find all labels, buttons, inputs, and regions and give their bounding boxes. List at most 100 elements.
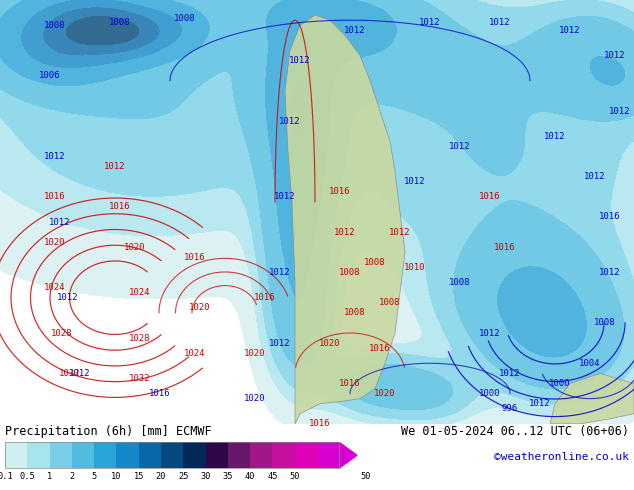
Text: 10: 10 xyxy=(111,472,122,481)
Text: 1020: 1020 xyxy=(244,394,266,403)
Text: 1020: 1020 xyxy=(44,238,66,246)
Text: 1020: 1020 xyxy=(244,349,266,358)
Text: 1: 1 xyxy=(47,472,52,481)
Text: 1008: 1008 xyxy=(339,268,361,277)
Text: 0.1: 0.1 xyxy=(0,472,13,481)
Text: 1012: 1012 xyxy=(104,162,126,171)
Text: 1020: 1020 xyxy=(124,243,146,252)
Text: 1016: 1016 xyxy=(329,187,351,196)
Text: 1028: 1028 xyxy=(129,334,151,343)
Text: 1008: 1008 xyxy=(44,21,66,30)
Text: 20: 20 xyxy=(156,472,166,481)
Text: 1012: 1012 xyxy=(544,132,566,141)
Bar xyxy=(250,442,273,468)
Text: 1016: 1016 xyxy=(254,293,276,302)
Text: 5: 5 xyxy=(91,472,97,481)
Text: 50: 50 xyxy=(360,472,371,481)
Bar xyxy=(49,442,72,468)
Text: 1032: 1032 xyxy=(129,374,151,383)
Text: 1016: 1016 xyxy=(184,253,206,262)
Text: 1012: 1012 xyxy=(479,328,501,338)
Text: 0.5: 0.5 xyxy=(20,472,36,481)
Text: We 01-05-2024 06..12 UTC (06+06): We 01-05-2024 06..12 UTC (06+06) xyxy=(401,425,629,438)
Text: 30: 30 xyxy=(200,472,210,481)
Text: 1012: 1012 xyxy=(559,26,581,35)
Text: 1012: 1012 xyxy=(404,177,426,186)
Text: 1012: 1012 xyxy=(419,18,441,26)
Text: 1010: 1010 xyxy=(404,263,426,272)
Bar xyxy=(317,442,339,468)
Bar xyxy=(228,442,250,468)
Text: 1012: 1012 xyxy=(269,268,291,277)
Text: 1006: 1006 xyxy=(39,71,61,80)
Text: 1008: 1008 xyxy=(344,308,366,318)
Text: 2: 2 xyxy=(69,472,75,481)
Text: ©weatheronline.co.uk: ©weatheronline.co.uk xyxy=(494,452,629,462)
Text: 40: 40 xyxy=(245,472,256,481)
Polygon shape xyxy=(550,373,634,424)
Text: 1016: 1016 xyxy=(495,243,515,252)
Text: 1016: 1016 xyxy=(599,213,621,221)
Text: 50: 50 xyxy=(289,472,300,481)
Text: 1000: 1000 xyxy=(549,379,571,388)
Text: 45: 45 xyxy=(267,472,278,481)
Text: 1012: 1012 xyxy=(489,18,511,26)
Text: 1008: 1008 xyxy=(379,298,401,307)
Bar xyxy=(139,442,161,468)
Text: 1012: 1012 xyxy=(334,228,356,237)
Text: 1008: 1008 xyxy=(174,14,196,23)
Text: 15: 15 xyxy=(134,472,144,481)
Bar xyxy=(72,442,94,468)
Text: 1012: 1012 xyxy=(599,268,621,277)
Text: 1020: 1020 xyxy=(190,303,210,312)
Text: 1028: 1028 xyxy=(51,328,73,338)
Bar xyxy=(161,442,183,468)
Text: 1008: 1008 xyxy=(365,258,385,267)
Polygon shape xyxy=(339,442,357,468)
Text: 1012: 1012 xyxy=(57,293,79,302)
Text: 1016: 1016 xyxy=(479,192,501,201)
Text: 1008: 1008 xyxy=(594,318,616,327)
Text: 1012: 1012 xyxy=(269,339,291,347)
Bar xyxy=(5,442,27,468)
Text: 1012: 1012 xyxy=(49,218,71,226)
Text: 1024: 1024 xyxy=(184,349,206,358)
Text: 996: 996 xyxy=(502,404,518,413)
Bar xyxy=(94,442,117,468)
Bar xyxy=(273,442,295,468)
Bar xyxy=(183,442,205,468)
Text: Precipitation (6h) [mm] ECMWF: Precipitation (6h) [mm] ECMWF xyxy=(5,425,212,438)
Text: 35: 35 xyxy=(223,472,233,481)
Polygon shape xyxy=(285,15,405,424)
Text: 1016: 1016 xyxy=(309,419,331,428)
Text: 1012: 1012 xyxy=(499,369,521,378)
Text: 1016: 1016 xyxy=(339,379,361,388)
Text: 1012: 1012 xyxy=(609,106,631,116)
Text: 25: 25 xyxy=(178,472,188,481)
Bar xyxy=(117,442,139,468)
Text: 1012: 1012 xyxy=(529,399,551,408)
Text: 1012: 1012 xyxy=(275,192,295,201)
Text: 1024: 1024 xyxy=(44,283,66,292)
Bar xyxy=(295,442,317,468)
Text: 1004: 1004 xyxy=(579,359,601,368)
Text: 1008: 1008 xyxy=(450,278,471,287)
Text: 1020: 1020 xyxy=(374,389,396,398)
Text: 1016: 1016 xyxy=(369,343,391,353)
Text: 1012: 1012 xyxy=(344,26,366,35)
Text: 1024: 1024 xyxy=(129,288,151,297)
Text: 1016: 1016 xyxy=(109,202,131,211)
Text: 1008: 1008 xyxy=(109,18,131,26)
Text: 1012: 1012 xyxy=(585,172,605,181)
Text: 1000: 1000 xyxy=(479,389,501,398)
Text: 1032: 1032 xyxy=(59,369,81,378)
Text: 1012: 1012 xyxy=(604,51,626,60)
Text: 1012: 1012 xyxy=(450,142,471,151)
Text: 1016: 1016 xyxy=(149,389,171,398)
Bar xyxy=(205,442,228,468)
Bar xyxy=(5,442,339,468)
Text: 1012: 1012 xyxy=(389,228,411,237)
Text: 1020: 1020 xyxy=(320,339,340,347)
Text: 1012: 1012 xyxy=(44,152,66,161)
Text: 1012: 1012 xyxy=(69,369,91,378)
